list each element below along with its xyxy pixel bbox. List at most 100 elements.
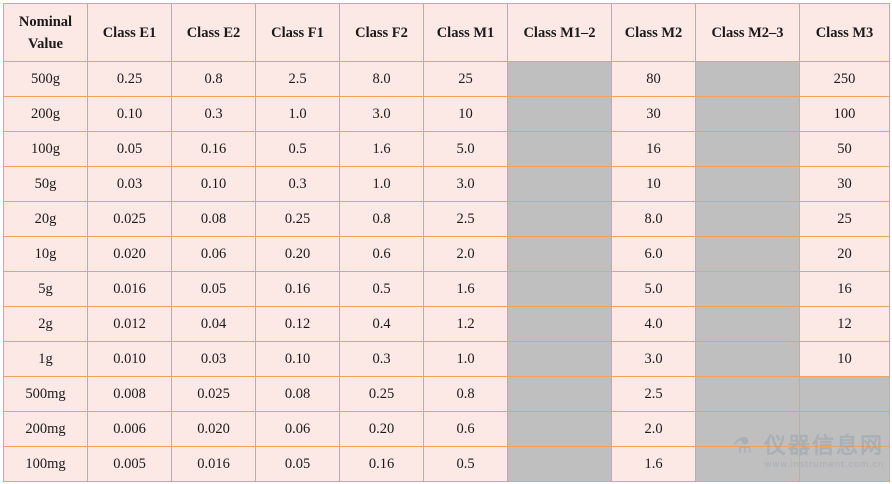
- cell-nominal: 200mg: [3, 411, 88, 447]
- cell-m23: [695, 96, 800, 132]
- cell-e1: 0.008: [87, 376, 172, 412]
- cell-m23: [695, 131, 800, 167]
- cell-m23: [695, 411, 800, 447]
- watermark: ⚗ 仪器信息网 www.instrument.com.cn: [733, 428, 884, 470]
- cell-e2: 0.08: [171, 201, 256, 237]
- cell-m1: 0.6: [423, 411, 508, 447]
- cell-m12: [507, 446, 612, 482]
- cell-m1: 5.0: [423, 131, 508, 167]
- cell-e1: 0.005: [87, 446, 172, 482]
- cell-f1: 0.05: [255, 446, 340, 482]
- cell-m1: 2.0: [423, 236, 508, 272]
- header-nominal-value: Nominal Value: [3, 3, 88, 62]
- cell-f2: 0.3: [339, 341, 424, 377]
- cell-e2: 0.03: [171, 341, 256, 377]
- table-header: Nominal Value Class E1 Class E2 Class F1 Clas…: [3, 3, 890, 62]
- table-row: 100g 0.05 0.16 0.5 1.6 5.0 16 50: [3, 131, 890, 167]
- cell-f1: 0.10: [255, 341, 340, 377]
- cell-m23: [695, 341, 800, 377]
- cell-e1: 0.012: [87, 306, 172, 342]
- cell-m1: 1.6: [423, 271, 508, 307]
- cell-f2: 1.0: [339, 166, 424, 202]
- table-row: 2g 0.012 0.04 0.12 0.4 1.2 4.0 12: [3, 306, 890, 342]
- cell-e1: 0.025: [87, 201, 172, 237]
- cell-m3: 50: [799, 131, 890, 167]
- cell-nominal: 100mg: [3, 446, 88, 482]
- cell-m3: [799, 446, 890, 482]
- cell-m12: [507, 201, 612, 237]
- cell-f1: 0.5: [255, 131, 340, 167]
- table-row: 200g 0.10 0.3 1.0 3.0 10 30 100: [3, 96, 890, 132]
- cell-m2: 30: [611, 96, 696, 132]
- cell-m2: 4.0: [611, 306, 696, 342]
- flask-icon: ⚗: [732, 434, 755, 459]
- cell-m23: [695, 446, 800, 482]
- cell-m2: 2.0: [611, 411, 696, 447]
- cell-f2: 1.6: [339, 131, 424, 167]
- cell-f2: 0.4: [339, 306, 424, 342]
- cell-m23: [695, 236, 800, 272]
- cell-m2: 10: [611, 166, 696, 202]
- watermark-url: www.instrument.com.cn: [764, 460, 884, 470]
- cell-m12: [507, 166, 612, 202]
- cell-m3: [799, 376, 890, 412]
- cell-f1: 0.20: [255, 236, 340, 272]
- cell-m12: [507, 341, 612, 377]
- cell-nominal: 10g: [3, 236, 88, 272]
- cell-f1: 0.08: [255, 376, 340, 412]
- cell-e2: 0.025: [171, 376, 256, 412]
- cell-m2: 8.0: [611, 201, 696, 237]
- table-row: 50g 0.03 0.10 0.3 1.0 3.0 10 30: [3, 166, 890, 202]
- watermark-brand: 仪器信息网: [763, 434, 884, 459]
- cell-m2: 3.0: [611, 341, 696, 377]
- table-row: 500mg 0.008 0.025 0.08 0.25 0.8 2.5: [3, 376, 890, 412]
- cell-m2: 5.0: [611, 271, 696, 307]
- cell-nominal: 500g: [3, 61, 88, 97]
- cell-m1: 1.0: [423, 341, 508, 377]
- cell-f2: 0.5: [339, 271, 424, 307]
- cell-m2: 2.5: [611, 376, 696, 412]
- cell-f2: 8.0: [339, 61, 424, 97]
- cell-f1: 0.16: [255, 271, 340, 307]
- header-class-m2: Class M2: [611, 3, 696, 62]
- cell-m12: [507, 376, 612, 412]
- cell-e1: 0.006: [87, 411, 172, 447]
- cell-m23: [695, 306, 800, 342]
- cell-m3: 250: [799, 61, 890, 97]
- header-class-f2: Class F2: [339, 3, 424, 62]
- cell-m2: 6.0: [611, 236, 696, 272]
- table-row: 1g 0.010 0.03 0.10 0.3 1.0 3.0 10: [3, 341, 890, 377]
- cell-f2: 0.25: [339, 376, 424, 412]
- cell-e2: 0.3: [171, 96, 256, 132]
- cell-e1: 0.016: [87, 271, 172, 307]
- cell-e2: 0.05: [171, 271, 256, 307]
- table-row: 200mg 0.006 0.020 0.06 0.20 0.6 2.0: [3, 411, 890, 447]
- cell-e1: 0.020: [87, 236, 172, 272]
- cell-m2: 1.6: [611, 446, 696, 482]
- cell-m23: [695, 201, 800, 237]
- cell-e1: 0.010: [87, 341, 172, 377]
- cell-e2: 0.04: [171, 306, 256, 342]
- header-class-m1: Class M1: [423, 3, 508, 62]
- cell-e1: 0.25: [87, 61, 172, 97]
- cell-e2: 0.16: [171, 131, 256, 167]
- table-row: 20g 0.025 0.08 0.25 0.8 2.5 8.0 25: [3, 201, 890, 237]
- cell-m2: 80: [611, 61, 696, 97]
- cell-e2: 0.020: [171, 411, 256, 447]
- header-row: Nominal Value Class E1 Class E2 Class F1 Clas…: [3, 3, 890, 62]
- cell-nominal: 1g: [3, 341, 88, 377]
- cell-m1: 25: [423, 61, 508, 97]
- cell-nominal: 100g: [3, 131, 88, 167]
- cell-e2: 0.8: [171, 61, 256, 97]
- cell-m12: [507, 61, 612, 97]
- cell-f1: 0.25: [255, 201, 340, 237]
- table-body: 500g 0.25 0.8 2.5 8.0 25 80 250 200g 0.10 0.3 1.0 3.…: [3, 61, 890, 482]
- cell-f1: 0.3: [255, 166, 340, 202]
- cell-m12: [507, 306, 612, 342]
- header-class-m3: Class M3: [799, 3, 890, 62]
- cell-e2: 0.10: [171, 166, 256, 202]
- cell-nominal: 200g: [3, 96, 88, 132]
- cell-m1: 10: [423, 96, 508, 132]
- cell-m3: [799, 411, 890, 447]
- cell-f1: 0.06: [255, 411, 340, 447]
